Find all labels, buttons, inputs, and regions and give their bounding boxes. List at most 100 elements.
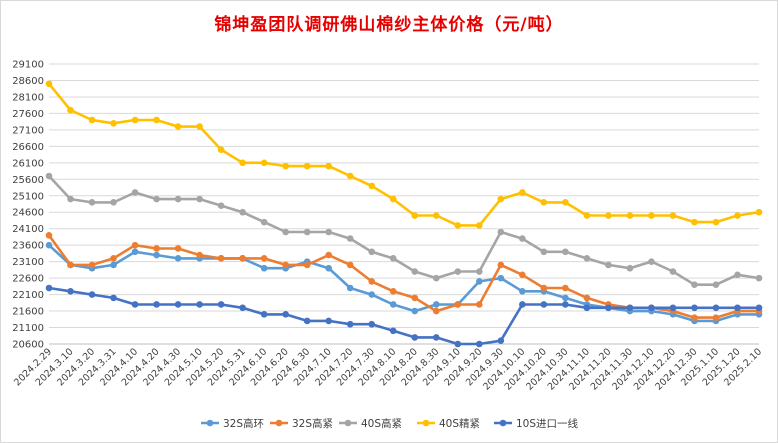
y-tick-label: 28600 [12, 76, 44, 87]
data-point [239, 255, 246, 262]
data-point [669, 304, 677, 312]
data-point [562, 284, 569, 292]
data-point [282, 261, 289, 269]
data-point [131, 189, 139, 196]
y-tick-label: 22100 [12, 290, 44, 301]
data-point [88, 116, 96, 124]
data-point [174, 255, 182, 262]
legend-label: 32S高环 [223, 417, 264, 430]
data-point [734, 271, 741, 279]
data-point [411, 268, 419, 275]
data-point [88, 261, 96, 269]
data-point [540, 284, 548, 292]
data-point [734, 212, 741, 219]
data-point [691, 218, 698, 226]
data-point [497, 228, 505, 236]
data-point [389, 327, 397, 335]
data-point [712, 218, 720, 226]
data-point [110, 119, 117, 127]
data-point [153, 301, 160, 308]
y-tick-label: 29100 [12, 60, 44, 71]
data-point [519, 301, 526, 308]
data-point [432, 301, 440, 308]
x-axis-ticks: 2024.2.292024.3.102024.3.202024.3.312024… [12, 346, 764, 392]
data-point [562, 301, 569, 308]
data-point [691, 281, 698, 289]
data-point [562, 294, 569, 302]
data-point [368, 182, 376, 190]
y-tick-label: 21100 [12, 323, 44, 334]
data-point [303, 317, 311, 325]
data-point [325, 228, 332, 236]
data-point [346, 261, 354, 269]
data-point [368, 248, 376, 256]
data-point [519, 271, 526, 279]
data-point [562, 248, 569, 256]
data-point [260, 264, 268, 272]
data-point [88, 199, 96, 206]
data-point [325, 162, 332, 170]
y-axis-ticks: 29100 28600 28100 27600 27100 26600 26100 25600… [12, 60, 44, 351]
data-point [454, 268, 462, 275]
data-point [196, 123, 203, 130]
data-point [260, 255, 268, 262]
data-point [432, 274, 440, 282]
data-point [648, 258, 655, 265]
data-point [583, 294, 591, 302]
data-point [755, 304, 763, 312]
series-line [47, 82, 760, 227]
y-tick-label: 23100 [12, 257, 44, 268]
data-point [583, 212, 591, 219]
legend-label: 32S高紧 [292, 417, 333, 430]
legend-label: 40S精紧 [439, 417, 480, 430]
data-point [626, 264, 634, 272]
data-point [67, 106, 74, 114]
data-point [282, 228, 289, 236]
data-point [411, 294, 419, 302]
data-point [153, 116, 160, 124]
data-point [454, 340, 462, 348]
series-lines [45, 80, 763, 348]
data-point [260, 218, 268, 226]
y-tick-label: 22600 [12, 274, 44, 285]
data-point [131, 301, 139, 308]
data-point [303, 261, 311, 269]
data-point [497, 274, 505, 282]
chart-title: 锦坤盈团队调研佛山棉纱主体价格（元/吨） [214, 15, 564, 35]
series-line [48, 286, 759, 346]
data-point [389, 287, 397, 295]
legend: 32S高环 32S高紧 40S高紧 40S精紧 10S进口一线 [201, 417, 579, 430]
data-point [411, 212, 419, 219]
data-point [476, 222, 483, 229]
data-point [648, 212, 655, 219]
data-point [755, 208, 763, 216]
legend-label: 40S高紧 [361, 417, 402, 430]
data-point [174, 245, 182, 252]
y-tick-label: 24600 [12, 208, 44, 219]
legend-label: 10S进口一线 [516, 417, 579, 430]
y-tick-label: 24100 [12, 224, 44, 235]
data-point [648, 304, 655, 312]
y-tick-label: 28100 [12, 92, 44, 103]
data-point [734, 304, 741, 312]
data-point [626, 212, 634, 219]
data-point [432, 307, 440, 315]
data-point [368, 291, 376, 298]
data-point [325, 251, 332, 259]
data-point [131, 241, 139, 249]
data-point [217, 202, 225, 209]
data-point [432, 334, 440, 341]
data-point [346, 284, 354, 292]
data-point [110, 294, 117, 302]
data-point [45, 231, 53, 239]
data-point [476, 278, 483, 285]
data-point [217, 146, 225, 153]
y-tick-label: 27100 [12, 125, 44, 136]
y-tick-label: 25100 [12, 191, 44, 202]
data-point [755, 274, 763, 282]
data-point [131, 116, 139, 124]
data-point [174, 123, 182, 130]
data-point [260, 311, 268, 318]
data-point [626, 304, 634, 312]
